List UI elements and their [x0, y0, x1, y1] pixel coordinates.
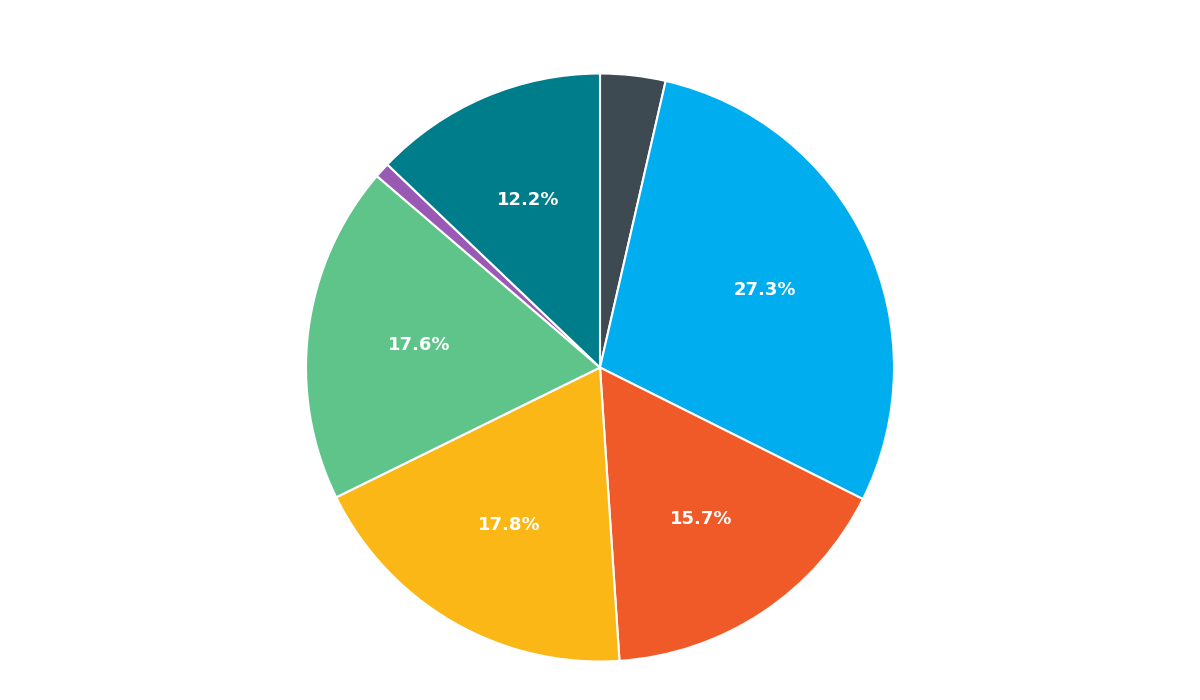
Text: 12.2%: 12.2% [497, 191, 559, 209]
Wedge shape [600, 74, 666, 368]
Wedge shape [336, 368, 619, 662]
Text: 15.7%: 15.7% [670, 510, 732, 528]
Wedge shape [306, 176, 600, 497]
Wedge shape [388, 74, 600, 368]
Wedge shape [600, 368, 863, 661]
Text: 17.6%: 17.6% [388, 335, 450, 354]
Wedge shape [377, 164, 600, 368]
Wedge shape [600, 81, 894, 499]
Text: 17.8%: 17.8% [478, 517, 540, 534]
Text: 27.3%: 27.3% [733, 281, 796, 299]
